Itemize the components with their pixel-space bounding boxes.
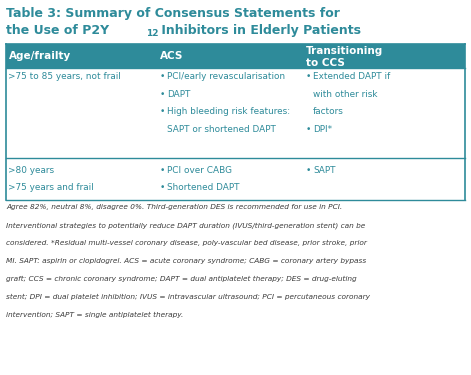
Text: •: • [159, 166, 164, 175]
Text: graft; CCS = chronic coronary syndrome; DAPT = dual antiplatelet therapy; DES = : graft; CCS = chronic coronary syndrome; … [6, 276, 357, 282]
Text: considered. *Residual multi-vessel coronary disease, poly-vascular bed disease, : considered. *Residual multi-vessel coron… [6, 240, 367, 246]
Text: Extended DAPT if: Extended DAPT if [313, 72, 390, 81]
Text: DAPT: DAPT [167, 90, 191, 99]
Text: >80 years: >80 years [8, 166, 55, 175]
Text: stent; DPI = dual platelet inhibition; IVUS = intravascular ultrasound; PCI = pe: stent; DPI = dual platelet inhibition; I… [6, 294, 370, 300]
Text: factors: factors [313, 107, 344, 116]
Text: MI. SAPT: aspirin or clopidogrel. ACS = acute coronary syndrome; CABG = coronary: MI. SAPT: aspirin or clopidogrel. ACS = … [6, 258, 366, 264]
Bar [6, 44, 465, 68]
Text: •: • [305, 125, 310, 134]
Text: Shortened DAPT: Shortened DAPT [167, 183, 240, 192]
Text: Inhibitors in Elderly Patients: Inhibitors in Elderly Patients [157, 24, 361, 38]
Text: Agree 82%, neutral 8%, disagree 0%. Third-generation DES is recommended for use : Agree 82%, neutral 8%, disagree 0%. Thir… [6, 204, 342, 210]
Text: intervention; SAPT = single antiplatelet therapy.: intervention; SAPT = single antiplatelet… [6, 312, 184, 318]
Text: Age/frailty: Age/frailty [8, 51, 71, 61]
Text: •: • [159, 183, 164, 192]
Text: ACS: ACS [160, 51, 184, 61]
Text: SAPT or shortened DAPT: SAPT or shortened DAPT [167, 125, 276, 134]
Text: •: • [159, 107, 164, 116]
Text: •: • [159, 90, 164, 99]
Text: Table 3: Summary of Consensus Statements for: Table 3: Summary of Consensus Statements… [6, 8, 340, 21]
Text: Transitioning: Transitioning [306, 46, 383, 56]
Text: •: • [305, 72, 310, 81]
Text: SAPT: SAPT [313, 166, 336, 175]
Text: >75 to 85 years, not frail: >75 to 85 years, not frail [8, 72, 121, 81]
Text: High bleeding risk features:: High bleeding risk features: [167, 107, 290, 116]
Text: PCI over CABG: PCI over CABG [167, 166, 232, 175]
Text: Interventional strategies to potentially reduce DAPT duration (IVUS/third-genera: Interventional strategies to potentially… [6, 222, 365, 229]
Text: >75 years and frail: >75 years and frail [8, 183, 94, 192]
Text: the Use of P2Y: the Use of P2Y [6, 24, 109, 38]
Text: DPI*: DPI* [313, 125, 333, 134]
Text: 12: 12 [146, 29, 159, 38]
Text: PCI/early revascularisation: PCI/early revascularisation [167, 72, 285, 81]
Text: •: • [305, 166, 310, 175]
Text: •: • [159, 72, 164, 81]
Text: with other risk: with other risk [313, 90, 378, 99]
Text: to CCS: to CCS [306, 58, 345, 68]
